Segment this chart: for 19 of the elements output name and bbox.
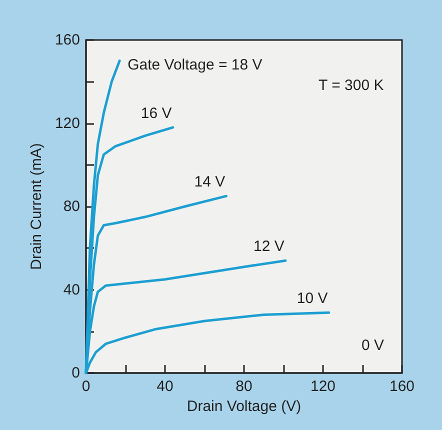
annotation: 0 V [361,337,384,354]
x-tick-label: 160 [389,378,415,395]
y-axis-title: Drain Current (mA) [28,143,46,270]
series-label: Gate Voltage = 18 V [128,56,262,74]
annotation: T = 300 K [318,77,384,94]
x-tick-label: 0 [82,378,90,395]
y-tick-label: 160 [54,32,80,48]
y-tick-label: 120 [54,114,80,132]
x-axis-title: Drain Voltage (V) [186,398,302,415]
series-label: 16 V [140,104,172,122]
series-label: 10 V [296,290,328,308]
y-tick-label: 80 [63,198,80,215]
y-tick-label: 40 [63,281,80,298]
series-label: 12 V [253,238,284,256]
x-tick-label: 40 [156,378,174,395]
x-tick-label: 120 [310,378,336,395]
series-label: 14 V [194,174,226,191]
y-tick-label: 0 [72,364,80,382]
x-tick-label: 80 [236,378,252,395]
